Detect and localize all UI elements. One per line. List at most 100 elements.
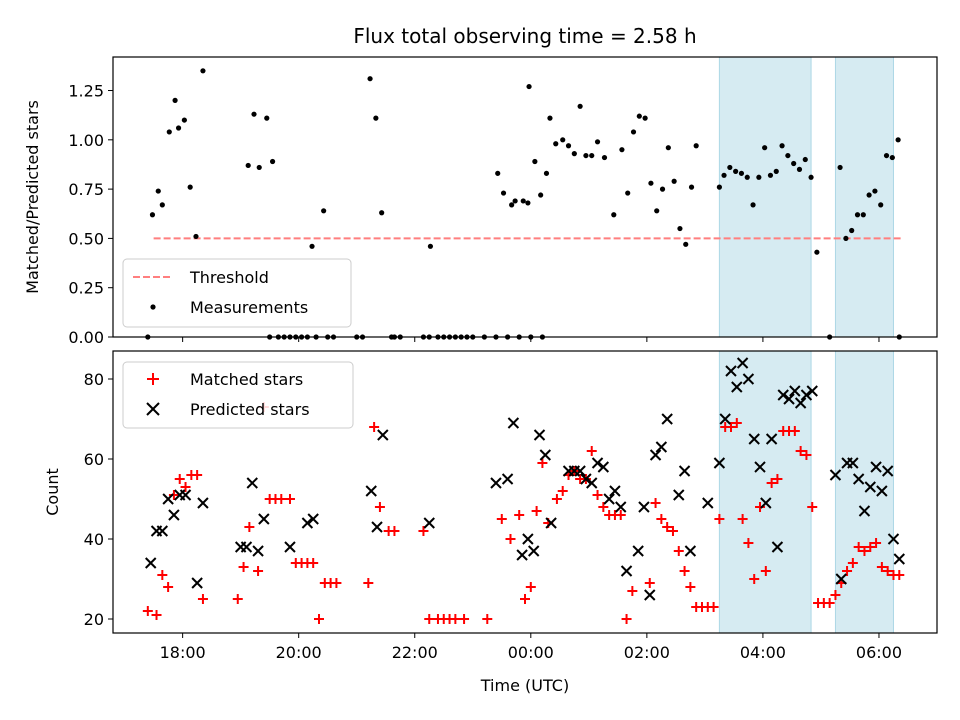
- matched-star-marker: [253, 566, 264, 576]
- predicted-star-marker: [252, 545, 264, 557]
- x-tick-label: 06:00: [856, 643, 902, 662]
- matched-star-marker: [168, 490, 179, 500]
- measurement-point: [802, 156, 808, 163]
- matched-star-marker: [238, 562, 249, 572]
- measurement-point: [264, 115, 270, 121]
- top-legend-box: [122, 258, 352, 328]
- top-axes-frame: [112, 56, 938, 338]
- predicted-star-marker: [829, 469, 842, 481]
- predicted-star-marker: [661, 413, 673, 425]
- measurement-point: [756, 174, 762, 180]
- matched-star-marker: [627, 586, 638, 596]
- matched-star-marker: [505, 534, 516, 544]
- predicted-star-marker: [197, 497, 209, 509]
- measurement-point: [750, 202, 756, 208]
- matched-star-marker: [615, 510, 626, 520]
- matched-star-marker: [276, 494, 287, 504]
- matched-star-marker: [525, 582, 536, 592]
- predicted-star-marker: [887, 533, 900, 545]
- predicted-star-marker: [615, 501, 627, 513]
- matched-star-marker: [244, 522, 255, 532]
- predicted-star-marker: [852, 473, 865, 485]
- measurements-legend-swatch: [150, 304, 156, 310]
- measurement-point: [166, 129, 172, 135]
- predicted-star-marker: [597, 461, 610, 473]
- measurement-point: [642, 115, 648, 121]
- measurement-point: [509, 202, 515, 208]
- matched-star-marker: [662, 522, 673, 532]
- matched-star-marker: [656, 514, 667, 524]
- predicted-star-marker: [162, 493, 174, 505]
- measurement-point: [181, 117, 187, 123]
- predicted-star-marker: [609, 485, 621, 497]
- measurement-point: [601, 154, 608, 161]
- measurement-point: [659, 186, 666, 192]
- measurement-point: [571, 151, 577, 157]
- measurement-point: [683, 241, 689, 247]
- matched-star-marker: [650, 498, 661, 508]
- matched-star-marker: [284, 494, 295, 504]
- matched-star-marker: [621, 614, 632, 624]
- matched-star-marker: [163, 582, 174, 592]
- measurement-point: [767, 172, 774, 178]
- measurement-point: [538, 192, 544, 198]
- predicted-star-marker: [678, 465, 691, 477]
- measurement-point: [321, 208, 327, 214]
- matched-star-marker: [830, 590, 841, 600]
- matched-star-marker: [514, 510, 525, 520]
- measurement-point: [883, 152, 890, 159]
- predicted-star-marker: [377, 429, 389, 441]
- measurement-point: [733, 168, 739, 174]
- predicted-star-marker: [522, 533, 534, 545]
- measurement-point: [727, 164, 733, 171]
- top-y-tick-label: 0.00: [68, 328, 104, 347]
- measurement-point: [636, 113, 642, 119]
- measurement-point: [245, 162, 251, 169]
- measurement-point: [808, 174, 814, 180]
- predicted-star-marker: [847, 457, 859, 469]
- matched-star-marker: [673, 546, 684, 556]
- predicted-star-marker: [258, 513, 270, 525]
- measurement-point: [367, 76, 373, 82]
- matched-star-marker: [531, 506, 542, 516]
- bottom-y-tick-label: 80: [84, 370, 104, 389]
- measurement-point: [187, 184, 193, 190]
- matched-star-marker: [847, 558, 858, 568]
- predicted-star-marker: [284, 541, 296, 553]
- measurement-point: [547, 115, 553, 121]
- x-tick-label: 18:00: [160, 643, 206, 662]
- measurement-point: [854, 212, 861, 218]
- measurement-point: [589, 152, 595, 159]
- matched-star-marker: [592, 490, 603, 500]
- measurement-point: [889, 154, 895, 161]
- matched-star-marker: [708, 602, 719, 612]
- bottom-panel: 18:00 20:00 22:00 00:00 02:00 04:00 06:00 20 40 6…: [43, 350, 938, 695]
- measurement-point: [379, 210, 385, 216]
- predicted-legend-label: Predicted stars: [190, 400, 310, 419]
- measurement-point: [762, 145, 768, 151]
- matched-star-marker: [667, 526, 678, 536]
- predicted-star-marker: [490, 477, 502, 489]
- measurement-point: [785, 152, 791, 159]
- matched-star-marker: [308, 558, 319, 568]
- predicted-star-marker: [516, 549, 528, 561]
- matched-star-marker: [482, 614, 493, 624]
- predicted-star-marker: [771, 541, 784, 553]
- predicted-star-marker: [881, 465, 894, 477]
- predicted-star-marker: [760, 497, 772, 509]
- predicted-star-marker: [800, 389, 813, 401]
- matched-star-marker: [174, 474, 185, 484]
- matched-star-marker: [450, 614, 461, 624]
- measurement-point: [860, 212, 866, 218]
- predicted-star-marker: [742, 373, 755, 385]
- measurement-point: [577, 103, 583, 109]
- matched-star-marker: [157, 570, 168, 580]
- x-axis-label: Time (UTC): [480, 676, 569, 695]
- matched-star-marker: [424, 614, 435, 624]
- measurement-point: [878, 202, 884, 208]
- predicted-star-marker: [574, 465, 586, 477]
- measurement-point: [630, 129, 637, 135]
- predicted-star-marker: [655, 441, 668, 453]
- matched-star-marker: [766, 478, 777, 488]
- measurement-point: [526, 83, 532, 90]
